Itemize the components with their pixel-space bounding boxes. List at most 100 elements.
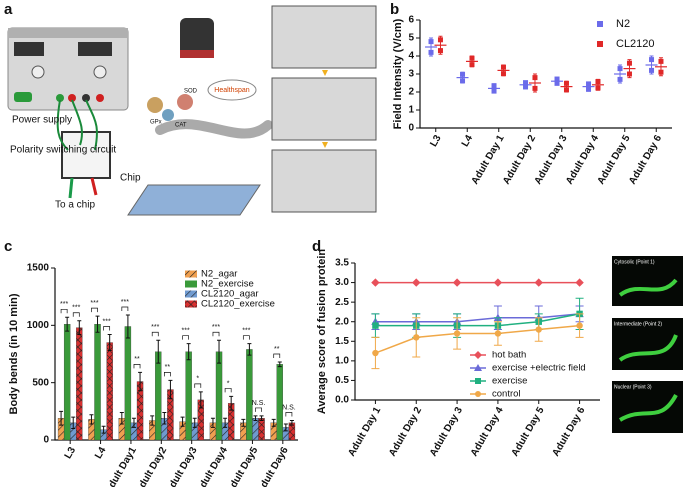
marker xyxy=(371,278,380,287)
marker xyxy=(576,322,583,329)
image xyxy=(612,381,683,433)
error-bar xyxy=(283,423,288,432)
error-bar xyxy=(107,334,112,352)
marker xyxy=(523,84,529,90)
marker xyxy=(626,60,632,66)
x-tick-label: Adult Day 2 xyxy=(387,405,424,459)
significance: *** xyxy=(72,305,80,312)
error-bar xyxy=(131,417,136,428)
significance: * xyxy=(196,376,199,383)
diagram-label: Polarity switching circuit xyxy=(10,145,116,156)
marker xyxy=(453,330,461,337)
bracket xyxy=(194,383,202,388)
marker xyxy=(469,62,475,68)
legend-label: CL2120_exercise xyxy=(201,299,275,310)
significance: ** xyxy=(274,346,280,353)
y-tick-label: 2.0 xyxy=(335,316,349,327)
significance: *** xyxy=(182,328,190,335)
bracket xyxy=(91,307,98,313)
illustration xyxy=(7,5,377,216)
error-bar xyxy=(119,411,124,425)
x-tick-label: Adult Day2 xyxy=(134,445,170,487)
marker xyxy=(563,87,569,93)
significance: *** xyxy=(151,324,159,331)
x-tick-label: Adult Day 3 xyxy=(533,133,570,187)
x-tick-label: Adult Day 4 xyxy=(564,133,601,187)
marker xyxy=(532,75,538,81)
legend-label: N2_agar xyxy=(201,269,237,280)
x-tick-label: L4 xyxy=(93,445,109,461)
marker xyxy=(460,71,466,77)
error-bar xyxy=(198,391,203,409)
error-bar xyxy=(241,418,246,427)
error-bar xyxy=(71,416,76,430)
image xyxy=(612,256,683,306)
x-tick-label: Adult Day5 xyxy=(225,445,261,487)
bar xyxy=(124,326,132,441)
error-bar xyxy=(162,411,167,425)
legend-swatch xyxy=(185,290,197,298)
significance: *** xyxy=(103,318,111,325)
error-bar xyxy=(168,379,173,400)
axis xyxy=(419,20,672,129)
diagram-label: GPx xyxy=(150,120,162,126)
bar xyxy=(258,418,265,441)
x-tick-label: Adult Day 5 xyxy=(596,133,633,187)
error-bar xyxy=(95,315,100,333)
bar xyxy=(94,324,101,441)
x-tick-label: Adult Day 4 xyxy=(469,405,506,459)
error-bar xyxy=(125,314,130,339)
marker xyxy=(626,71,632,77)
bracket xyxy=(151,331,159,337)
significance: N.S. xyxy=(252,400,266,407)
marker xyxy=(500,71,506,77)
y-tick-label: 1.5 xyxy=(335,336,349,347)
legend-label: exercise +electric field xyxy=(492,363,586,374)
legend-label: control xyxy=(492,389,521,400)
error-bar xyxy=(271,418,276,427)
bracket xyxy=(273,353,281,359)
marker xyxy=(554,80,560,86)
y-tick-label: 1500 xyxy=(27,263,50,274)
bar xyxy=(215,351,223,441)
error-bar xyxy=(180,416,185,427)
marker xyxy=(491,88,497,94)
error-bar xyxy=(217,339,222,364)
marker xyxy=(658,58,664,64)
marker xyxy=(523,80,529,86)
x-tick-label: Adult Day1 xyxy=(103,445,139,487)
bar xyxy=(252,418,259,441)
series-line xyxy=(375,313,580,323)
error-bar xyxy=(65,316,70,332)
marker xyxy=(491,83,497,89)
marker xyxy=(597,21,603,27)
x-tick-label: Adult Day 1 xyxy=(470,133,507,187)
marker xyxy=(469,55,475,61)
y-tick-label: 6 xyxy=(408,15,414,26)
error-bar xyxy=(138,371,143,392)
x-tick-label: Adult Day3 xyxy=(164,445,200,487)
series-line xyxy=(375,313,580,327)
bracket xyxy=(182,335,189,340)
marker xyxy=(597,41,603,47)
x-tick-label: Adult Day 3 xyxy=(428,405,465,459)
y-axis-label: Average score of fusion protein xyxy=(316,249,328,415)
significance: * xyxy=(227,380,230,387)
legend-label: hot bath xyxy=(492,350,526,361)
error-bar xyxy=(89,414,94,425)
diagram-label: Chip xyxy=(120,173,141,184)
marker xyxy=(412,278,421,287)
image-label: Cytosolic (Point 1) xyxy=(614,259,655,265)
significance: *** xyxy=(90,300,98,307)
marker xyxy=(658,69,664,75)
error-bar xyxy=(192,417,197,428)
legend-label: exercise xyxy=(492,376,527,387)
diagram-label: To a chip xyxy=(55,200,95,211)
y-tick-label: 3 xyxy=(408,69,414,80)
panel-label: c xyxy=(4,238,12,255)
bracket xyxy=(164,372,171,377)
marker xyxy=(500,64,506,70)
y-tick-label: 0 xyxy=(408,123,414,134)
image-label: Nuclear (Point 3) xyxy=(614,384,652,390)
